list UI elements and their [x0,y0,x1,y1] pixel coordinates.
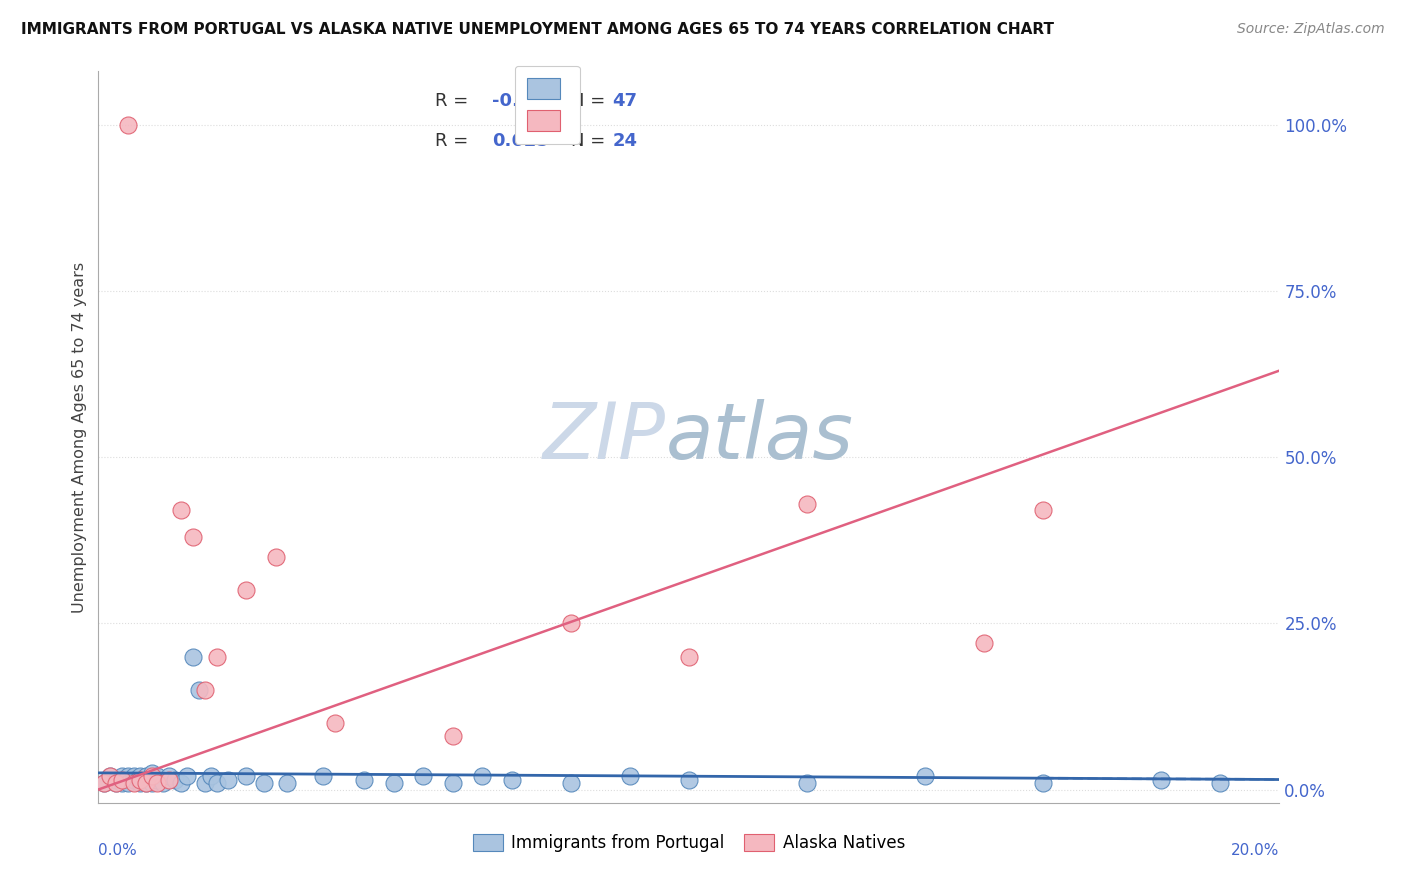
Text: 47: 47 [612,92,637,110]
Point [353,772,375,787]
Point [323,716,346,731]
Point [93,776,115,790]
Point [235,582,257,597]
Point [382,776,405,790]
Point [141,776,163,790]
Point [1209,776,1232,790]
Point [176,769,198,783]
Point [264,549,287,564]
Text: 0.625: 0.625 [492,132,548,150]
Point [157,772,180,787]
Point [181,530,204,544]
Point [146,772,169,787]
Point [187,682,209,697]
Point [122,769,145,783]
Text: -0.049: -0.049 [492,92,557,110]
Point [152,776,174,790]
Point [501,772,523,787]
Point [105,776,128,790]
Point [205,649,228,664]
Point [146,776,169,790]
Point [678,772,700,787]
Point [181,649,204,664]
Text: 24: 24 [612,132,637,150]
Point [973,636,995,650]
Point [128,772,150,787]
Point [914,769,936,783]
Point [111,772,134,787]
Text: Source: ZipAtlas.com: Source: ZipAtlas.com [1237,22,1385,37]
Point [194,776,217,790]
Point [135,769,157,783]
Point [146,769,169,783]
Y-axis label: Unemployment Among Ages 65 to 74 years: Unemployment Among Ages 65 to 74 years [72,261,87,613]
Text: R =: R = [434,132,474,150]
Legend: Immigrants from Portugal, Alaska Natives: Immigrants from Portugal, Alaska Natives [464,825,914,860]
Point [678,649,700,664]
Point [98,769,121,783]
Point [441,776,464,790]
Point [170,503,193,517]
Text: N =: N = [571,132,610,150]
Point [117,118,139,132]
Point [235,769,257,783]
Text: atlas: atlas [665,399,853,475]
Point [111,769,134,783]
Point [157,769,180,783]
Point [141,765,163,780]
Point [217,772,239,787]
Point [135,776,157,790]
Point [194,682,217,697]
Point [412,769,434,783]
Point [1032,776,1054,790]
Point [135,776,157,790]
Point [122,772,145,787]
Point [471,769,494,783]
Point [253,776,276,790]
Text: R =: R = [434,92,474,110]
Point [796,497,818,511]
Point [117,776,139,790]
Point [205,776,228,790]
Point [312,769,335,783]
Point [105,772,128,787]
Point [128,776,150,790]
Point [560,616,582,631]
Text: 20.0%: 20.0% [1232,843,1279,858]
Point [128,769,150,783]
Point [200,769,222,783]
Point [105,776,128,790]
Point [111,776,134,790]
Point [141,769,163,783]
Point [441,729,464,743]
Point [276,776,298,790]
Text: 0.0%: 0.0% [98,843,138,858]
Text: N =: N = [571,92,610,110]
Point [1032,503,1054,517]
Point [165,772,187,787]
Point [796,776,818,790]
Point [122,776,145,790]
Point [98,769,121,783]
Point [560,776,582,790]
Point [93,776,115,790]
Point [619,769,641,783]
Text: IMMIGRANTS FROM PORTUGAL VS ALASKA NATIVE UNEMPLOYMENT AMONG AGES 65 TO 74 YEARS: IMMIGRANTS FROM PORTUGAL VS ALASKA NATIV… [21,22,1054,37]
Text: ZIP: ZIP [543,399,665,475]
Point [170,776,193,790]
Point [117,769,139,783]
Point [1150,772,1173,787]
